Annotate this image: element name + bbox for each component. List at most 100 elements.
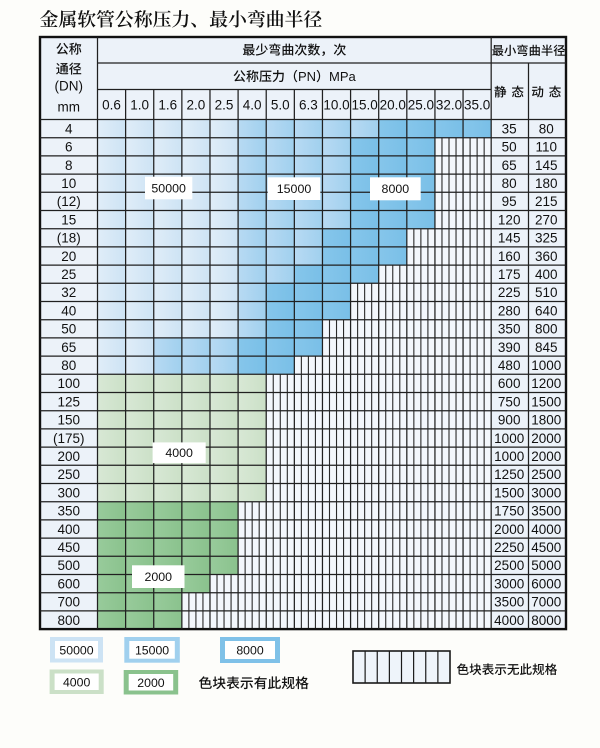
svg-text:2000: 2000 <box>494 522 524 537</box>
svg-text:5.0: 5.0 <box>271 98 290 113</box>
svg-text:2000: 2000 <box>144 570 172 584</box>
svg-text:2000: 2000 <box>531 431 561 446</box>
svg-text:mm: mm <box>58 99 81 114</box>
svg-text:2500: 2500 <box>494 558 524 573</box>
svg-text:175: 175 <box>498 267 521 282</box>
svg-text:1250: 1250 <box>494 467 524 482</box>
svg-text:2000: 2000 <box>531 449 561 464</box>
svg-text:80: 80 <box>61 358 76 373</box>
svg-text:800: 800 <box>57 613 80 628</box>
svg-text:600: 600 <box>498 376 521 391</box>
svg-text:2250: 2250 <box>494 540 524 555</box>
svg-text:270: 270 <box>535 212 558 227</box>
svg-text:4000: 4000 <box>531 522 561 537</box>
svg-text:50: 50 <box>61 322 76 337</box>
svg-text:2000: 2000 <box>137 676 165 690</box>
svg-text:4.0: 4.0 <box>243 98 262 113</box>
svg-text:3500: 3500 <box>494 595 524 610</box>
svg-text:50000: 50000 <box>151 181 186 195</box>
svg-text:2.5: 2.5 <box>215 98 234 113</box>
svg-text:250: 250 <box>57 467 80 482</box>
svg-text:1000: 1000 <box>531 358 561 373</box>
svg-text:150: 150 <box>57 413 80 428</box>
svg-text:3500: 3500 <box>531 504 561 519</box>
svg-text:4500: 4500 <box>531 540 561 555</box>
svg-text:6: 6 <box>65 140 73 155</box>
svg-text:3000: 3000 <box>494 576 524 591</box>
svg-text:7000: 7000 <box>531 595 561 610</box>
svg-text:640: 640 <box>535 303 558 318</box>
svg-text:25: 25 <box>61 267 76 282</box>
svg-text:360: 360 <box>535 249 558 264</box>
svg-text:1200: 1200 <box>531 376 561 391</box>
svg-text:510: 510 <box>535 285 558 300</box>
svg-text:1500: 1500 <box>494 485 524 500</box>
svg-text:1000: 1000 <box>494 449 524 464</box>
svg-text:PN: PN <box>298 69 316 84</box>
svg-text:110: 110 <box>536 140 558 155</box>
svg-text:6000: 6000 <box>531 576 561 591</box>
svg-text:120: 120 <box>498 212 521 227</box>
svg-text:(DN): (DN) <box>55 79 84 94</box>
svg-text:400: 400 <box>535 267 558 282</box>
svg-text:40: 40 <box>61 303 76 318</box>
svg-text:8: 8 <box>65 158 73 173</box>
svg-text:280: 280 <box>498 303 521 318</box>
svg-text:2500: 2500 <box>531 467 561 482</box>
svg-text:32.0: 32.0 <box>436 98 462 113</box>
svg-text:4000: 4000 <box>63 675 91 689</box>
svg-text:215: 215 <box>535 194 558 209</box>
svg-text:500: 500 <box>57 558 80 573</box>
svg-text:225: 225 <box>498 285 521 300</box>
svg-text:750: 750 <box>498 394 521 409</box>
svg-text:2.0: 2.0 <box>187 98 206 113</box>
svg-text:600: 600 <box>57 576 80 591</box>
svg-text:6.3: 6.3 <box>299 98 318 113</box>
svg-text:180: 180 <box>535 176 558 191</box>
svg-text:1.0: 1.0 <box>130 98 149 113</box>
svg-text:700: 700 <box>57 595 80 610</box>
svg-text:65: 65 <box>61 340 76 355</box>
svg-text:4000: 4000 <box>165 446 193 460</box>
svg-text:(12): (12) <box>57 194 81 209</box>
svg-text:3000: 3000 <box>531 485 561 500</box>
svg-text:10: 10 <box>61 176 76 191</box>
svg-text:95: 95 <box>502 194 517 209</box>
svg-text:8000: 8000 <box>236 644 264 658</box>
svg-text:50: 50 <box>502 140 517 155</box>
svg-text:400: 400 <box>57 522 80 537</box>
svg-text:20: 20 <box>61 249 76 264</box>
svg-text:MPa: MPa <box>329 69 357 84</box>
svg-text:8000: 8000 <box>531 613 561 628</box>
svg-text:350: 350 <box>498 322 521 337</box>
svg-text:80: 80 <box>502 176 517 191</box>
svg-text:145: 145 <box>498 231 521 246</box>
svg-text:1800: 1800 <box>531 413 561 428</box>
svg-text:4: 4 <box>65 121 73 136</box>
svg-text:845: 845 <box>535 340 558 355</box>
svg-text:1750: 1750 <box>494 504 524 519</box>
svg-text:1000: 1000 <box>494 431 524 446</box>
svg-text:125: 125 <box>57 394 80 409</box>
svg-text:100: 100 <box>57 376 80 391</box>
svg-text:80: 80 <box>539 121 554 136</box>
svg-text:35.0: 35.0 <box>464 98 490 113</box>
svg-text:300: 300 <box>57 485 80 500</box>
svg-text:350: 350 <box>57 504 80 519</box>
svg-text:480: 480 <box>498 358 521 373</box>
svg-text:25.0: 25.0 <box>408 98 434 113</box>
svg-text:20.0: 20.0 <box>380 98 406 113</box>
svg-text:10.0: 10.0 <box>323 98 349 113</box>
svg-text:450: 450 <box>57 540 80 555</box>
svg-text:8000: 8000 <box>382 182 410 196</box>
svg-text:160: 160 <box>498 249 521 264</box>
svg-text:5000: 5000 <box>531 558 561 573</box>
svg-text:0.6: 0.6 <box>102 98 121 113</box>
svg-text:35: 35 <box>502 121 517 136</box>
svg-text:325: 325 <box>535 231 558 246</box>
svg-text:800: 800 <box>535 322 558 337</box>
svg-text:15000: 15000 <box>135 643 169 657</box>
svg-text:900: 900 <box>498 413 521 428</box>
svg-text:4000: 4000 <box>494 613 524 628</box>
svg-text:200: 200 <box>57 449 80 464</box>
